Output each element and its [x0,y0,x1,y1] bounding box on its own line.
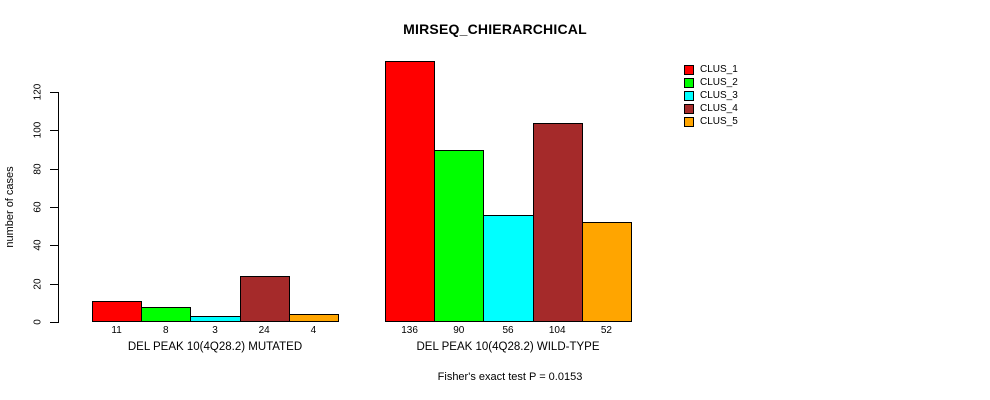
y-tick-label: 0 [32,319,44,325]
bar-clus_1-group2 [385,61,436,322]
bar-value-label: 56 [502,325,514,336]
bar-clus_2-group2 [434,149,485,322]
legend-swatch-clus_1 [684,65,694,76]
bar-clus_5-group2 [581,222,632,322]
bar-value-label: 11 [111,325,122,336]
group-label: DEL PEAK 10(4Q28.2) MUTATED [127,341,303,353]
bar-value-label: 4 [310,325,317,336]
legend-label: CLUS_2 [700,77,738,89]
bar-clus_3-group1 [190,316,241,322]
bar-value-label: 3 [212,325,218,336]
legend-item-clus_4: CLUS_4 [684,102,738,115]
y-tick-mark [50,245,58,247]
bar-clus_5-group1 [288,314,339,322]
y-tick-label: 100 [32,121,44,139]
bar-value-label: 8 [163,325,169,336]
legend-swatch-clus_4 [684,103,694,114]
bar-clus_2-group1 [141,306,192,322]
y-tick-mark [50,283,58,285]
bar-clus_1-group1 [92,300,143,322]
legend-label: CLUS_5 [700,115,738,127]
legend: CLUS_1 CLUS_2 CLUS_3 CLUS_4 CLUS_5 [684,64,738,128]
group-label: DEL PEAK 10(4Q28.2) WILD-TYPE [416,341,600,353]
legend-item-clus_3: CLUS_3 [684,90,738,103]
bar-value-label: 24 [258,325,270,336]
y-tick-label: 20 [32,278,44,290]
y-axis-label: number of cases [4,166,16,248]
y-tick-mark [50,207,58,208]
y-tick-mark [50,92,58,93]
bar-clus_4-group1 [239,276,290,322]
bar-clus_3-group2 [483,214,534,322]
legend-swatch-clus_5 [684,116,694,127]
subtitle: Fisher's exact test P = 0.0153 [437,371,583,383]
y-tick-label: 120 [32,83,44,101]
y-tick-label: 60 [32,201,44,213]
bar-value-label: 136 [401,325,418,336]
bar-value-label: 90 [453,325,465,336]
legend-label: CLUS_1 [700,64,738,76]
y-tick-mark [50,168,58,170]
y-tick-mark [50,130,58,132]
legend-item-clus_5: CLUS_5 [684,115,738,128]
chart-title: MIRSEQ_CHIERARCHICAL [403,21,587,37]
bar-clus_4-group2 [532,122,583,322]
legend-swatch-clus_2 [684,78,694,89]
legend-item-clus_1: CLUS_1 [684,64,738,77]
legend-swatch-clus_3 [684,90,694,101]
bar-value-label: 104 [548,325,566,336]
y-axis-line [58,92,59,323]
legend-label: CLUS_3 [700,89,738,101]
y-tick-mark [50,322,58,323]
legend-item-clus_2: CLUS_2 [684,77,738,90]
y-tick-label: 80 [32,163,44,175]
bar-value-label: 52 [600,325,612,336]
legend-label: CLUS_4 [700,102,738,114]
y-tick-label: 40 [32,239,44,251]
